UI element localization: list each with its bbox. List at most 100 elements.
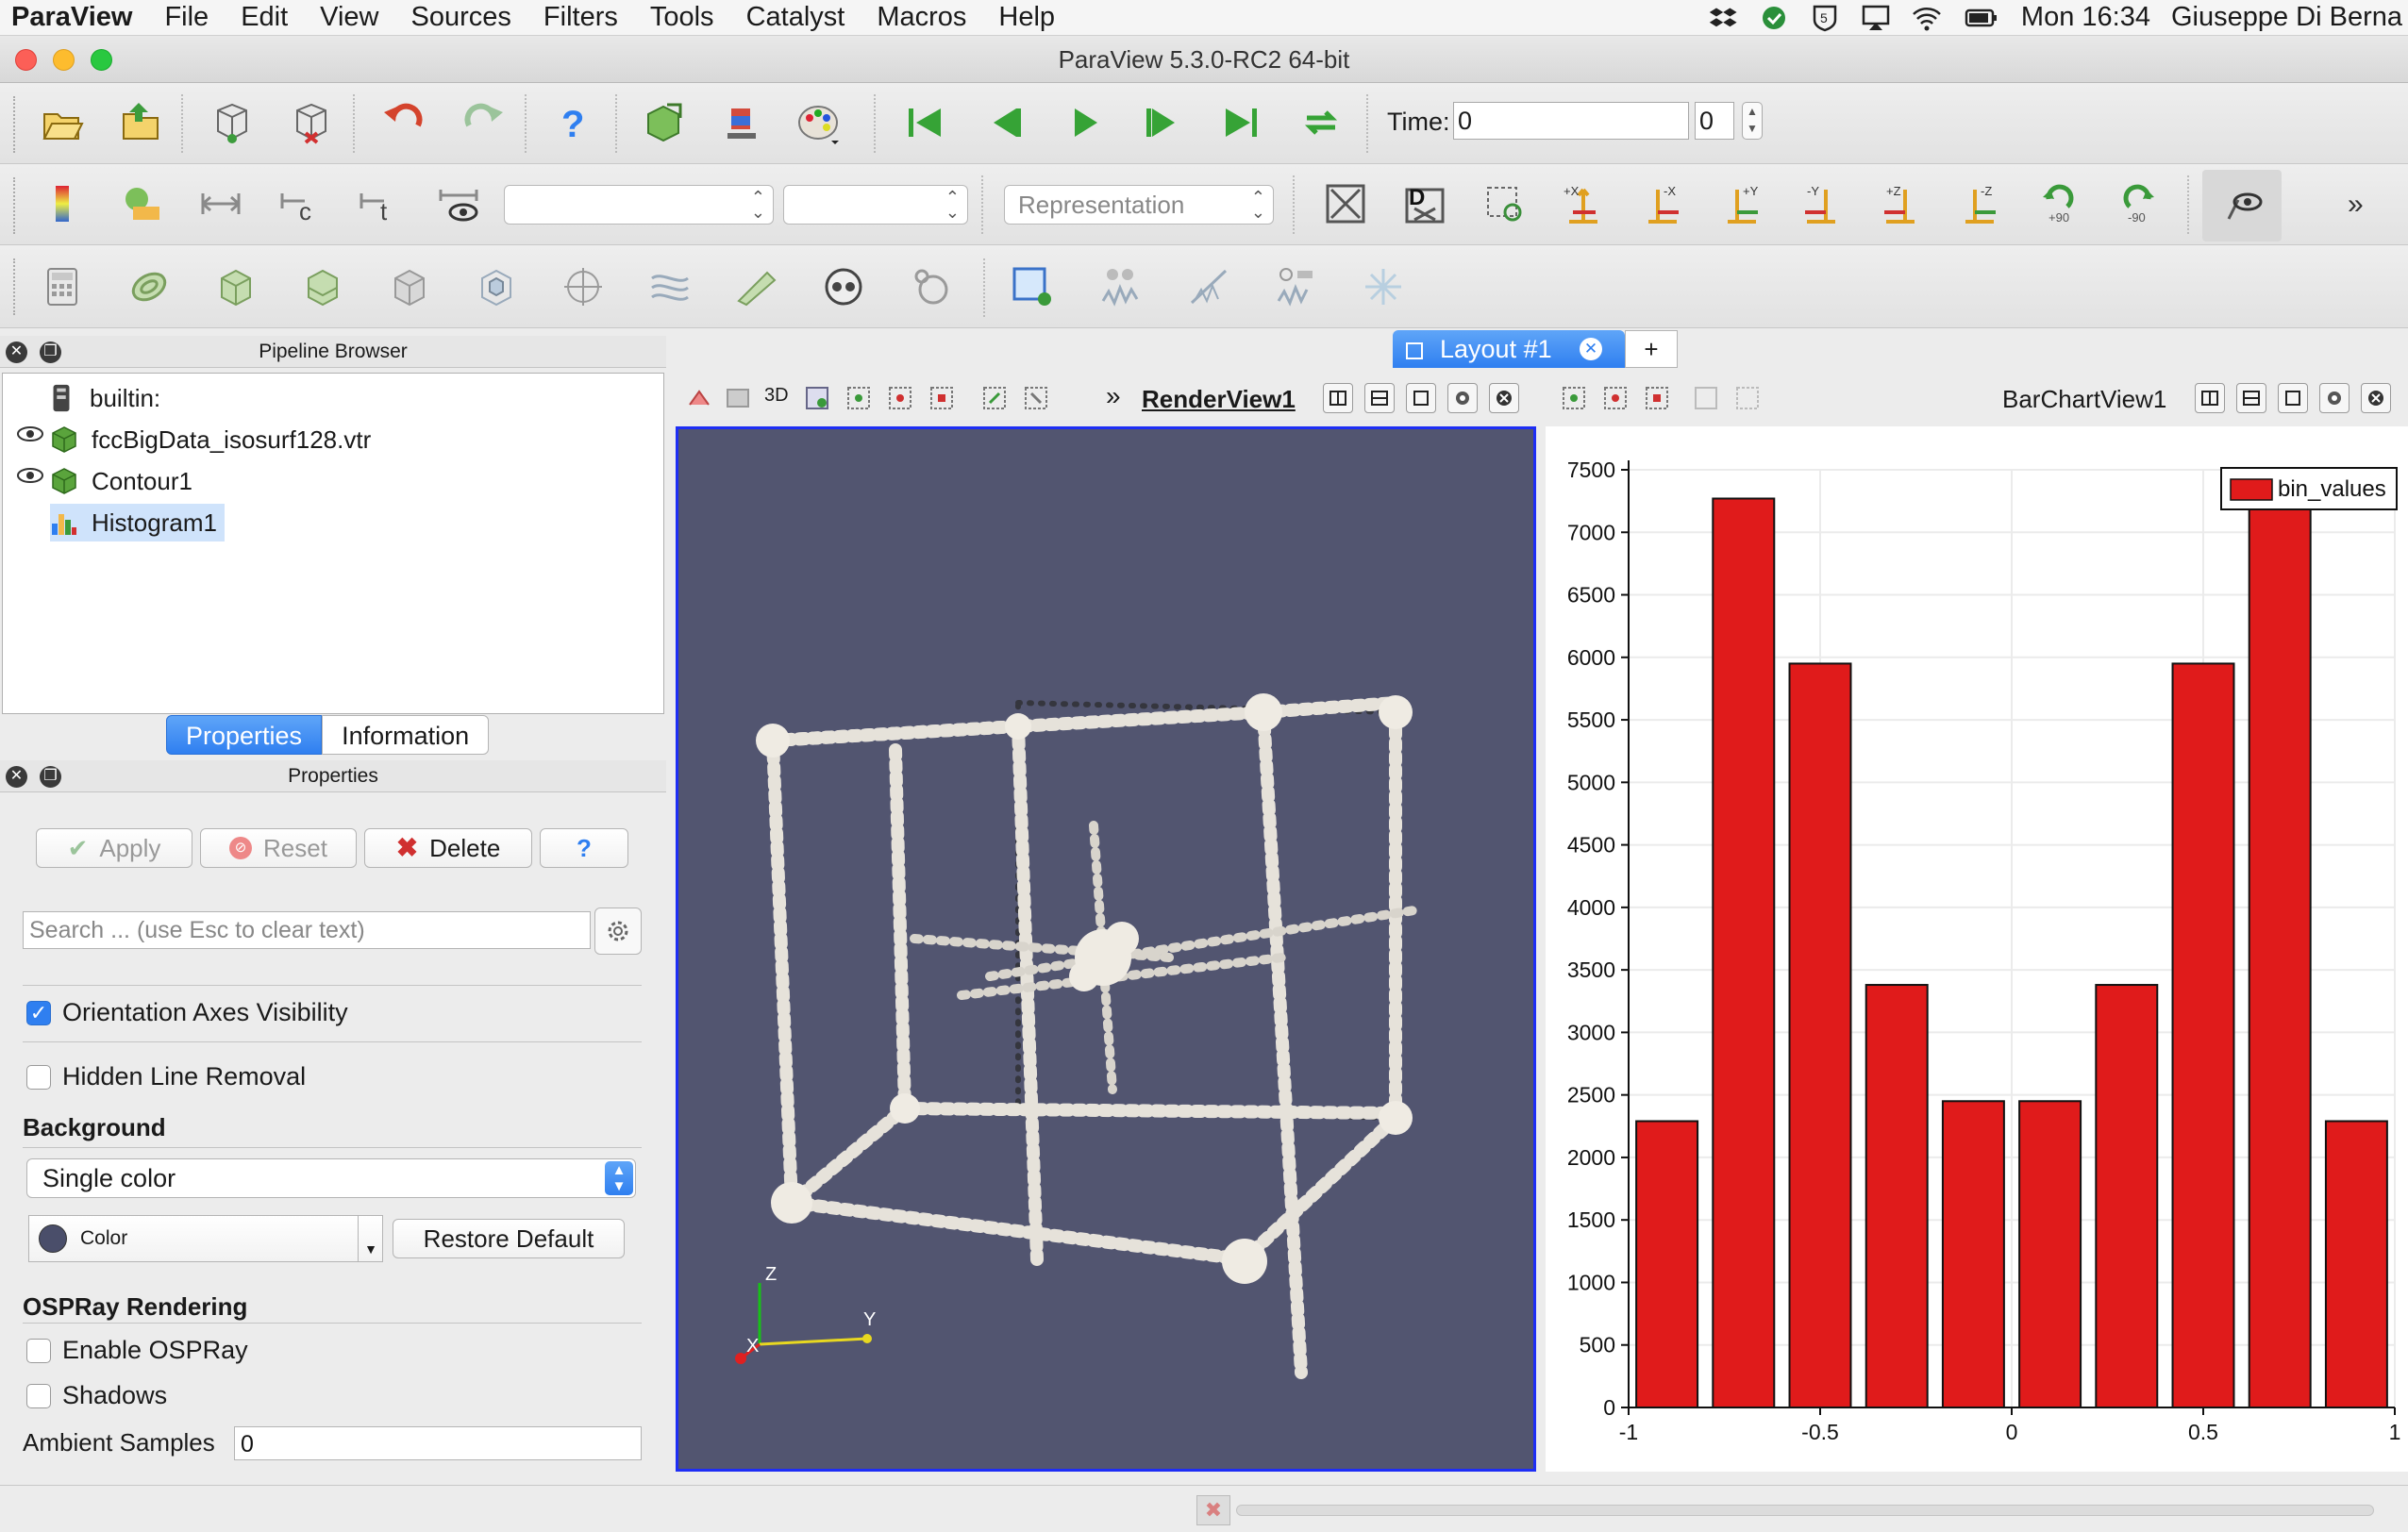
select-blocks-icon[interactable] bbox=[925, 381, 959, 415]
chart-select-icon[interactable] bbox=[1557, 381, 1591, 415]
bar-chart-view[interactable]: 0 500 1000 1500 2000 2500 3000 3500 4000 4500 5000… bbox=[1546, 426, 2408, 1472]
zoom-to-box-icon[interactable] bbox=[1478, 177, 1530, 230]
background-mode-select[interactable]: Single color ▲ ▼ bbox=[26, 1158, 636, 1198]
redo-icon[interactable] bbox=[457, 96, 510, 149]
rotate-minus-90-icon[interactable]: -90 bbox=[2112, 174, 2165, 226]
hidden-line-removal-checkbox[interactable]: Hidden Line Removal bbox=[26, 1062, 306, 1091]
rescale-range-icon[interactable] bbox=[194, 177, 247, 230]
next-frame-icon[interactable] bbox=[1136, 96, 1189, 149]
chart-select-blocks-icon[interactable] bbox=[1640, 381, 1674, 415]
component-select[interactable]: ⌃ ⌄ bbox=[783, 185, 968, 225]
close-panel-icon[interactable]: ✕ bbox=[6, 341, 27, 363]
group-datasets-icon[interactable] bbox=[817, 260, 870, 313]
color-palette-icon[interactable] bbox=[793, 96, 845, 149]
save-screenshot-icon[interactable] bbox=[715, 96, 768, 149]
view-plus-y-icon[interactable]: +Y bbox=[1715, 177, 1768, 230]
view-toolbar-overflow-icon[interactable]: » bbox=[1106, 381, 1121, 410]
first-frame-icon[interactable] bbox=[898, 96, 951, 149]
contour-filter-icon[interactable] bbox=[123, 260, 176, 313]
reset-camera-icon[interactable] bbox=[1319, 177, 1372, 230]
pipeline-item[interactable]: Contour1 bbox=[50, 462, 192, 500]
glyph-filter-icon[interactable] bbox=[557, 260, 610, 313]
interactive-select-icon[interactable] bbox=[978, 381, 1012, 415]
play-icon[interactable] bbox=[1057, 96, 1110, 149]
visibility-eye-icon[interactable] bbox=[16, 425, 44, 443]
edit-colormap-icon[interactable] bbox=[115, 177, 168, 230]
query-selection-icon[interactable] bbox=[1006, 260, 1059, 313]
warp-vector-icon[interactable] bbox=[730, 260, 783, 313]
background-color-button[interactable]: Color ▼ bbox=[28, 1215, 383, 1262]
center-axes-toggle[interactable] bbox=[2202, 170, 2282, 241]
reset-button[interactable]: ⊘ Reset bbox=[200, 828, 357, 868]
chart-clear-selection-icon[interactable] bbox=[1731, 381, 1764, 415]
camera-reset-icon[interactable] bbox=[800, 381, 834, 415]
disconnect-server-icon[interactable] bbox=[285, 96, 338, 149]
split-horizontal-icon[interactable] bbox=[2193, 381, 2227, 415]
tab-properties[interactable]: Properties bbox=[166, 715, 323, 755]
close-layout-icon[interactable]: ✕ bbox=[1580, 338, 1602, 360]
chevron-down-icon[interactable]: ▼ bbox=[358, 1215, 383, 1262]
pipeline-item-selected[interactable]: Histogram1 bbox=[50, 504, 225, 541]
cloud-sync-icon[interactable] bbox=[1759, 4, 1789, 32]
help-icon[interactable]: ? bbox=[547, 96, 600, 149]
undock-view-icon[interactable] bbox=[2317, 381, 2351, 415]
loop-icon[interactable] bbox=[1295, 96, 1347, 149]
shadows-checkbox[interactable]: Shadows bbox=[26, 1381, 167, 1410]
window-minimize-button[interactable] bbox=[53, 49, 75, 71]
time-index-stepper[interactable]: ▲ ▼ bbox=[1742, 102, 1763, 140]
enable-ospray-checkbox[interactable]: Enable OSPRay bbox=[26, 1336, 248, 1365]
float-panel-icon[interactable]: ❐ bbox=[40, 341, 61, 363]
visibility-eye-icon[interactable] bbox=[16, 466, 44, 485]
open-file-icon[interactable] bbox=[36, 96, 89, 149]
dropbox-icon[interactable] bbox=[1708, 4, 1738, 32]
user-name[interactable]: Giuseppe Di Berna bbox=[2170, 2, 2402, 32]
select-cells-icon[interactable] bbox=[842, 381, 876, 415]
clock[interactable]: Mon 16:34 bbox=[2020, 2, 2150, 32]
connect-server-icon[interactable] bbox=[206, 96, 259, 149]
float-panel-icon[interactable]: ❐ bbox=[40, 766, 61, 788]
maximize-view-icon[interactable] bbox=[1404, 381, 1438, 415]
restore-default-button[interactable]: Restore Default bbox=[393, 1219, 625, 1258]
camera-link-icon[interactable] bbox=[721, 381, 755, 415]
rescale-temporal-icon[interactable]: t bbox=[353, 177, 406, 230]
find-data-icon[interactable] bbox=[638, 96, 691, 149]
menu-help[interactable]: Help bbox=[998, 2, 1056, 32]
interaction-mode-icon[interactable] bbox=[683, 381, 717, 415]
pipeline-item[interactable]: fccBigData_isosurf128.vtr bbox=[50, 421, 371, 458]
view-plus-x-icon[interactable]: +X bbox=[1557, 177, 1610, 230]
advanced-settings-button[interactable] bbox=[594, 908, 642, 955]
app-menu[interactable]: ParaView bbox=[11, 2, 133, 32]
add-layout-tab[interactable]: + bbox=[1625, 330, 1678, 368]
close-view-icon[interactable] bbox=[2359, 381, 2393, 415]
stream-tracer-icon[interactable] bbox=[644, 260, 696, 313]
menu-sources[interactable]: Sources bbox=[410, 2, 511, 32]
tab-information[interactable]: Information bbox=[322, 715, 490, 755]
menu-catalyst[interactable]: Catalyst bbox=[745, 2, 845, 32]
clip-filter-icon[interactable] bbox=[209, 260, 262, 313]
chart-select-points-icon[interactable] bbox=[1598, 381, 1632, 415]
rescale-custom-icon[interactable]: c bbox=[274, 177, 326, 230]
layout-tab[interactable]: Layout #1 ✕ bbox=[1393, 330, 1625, 368]
apply-button[interactable]: ✔ Apply bbox=[36, 828, 192, 868]
menu-filters[interactable]: Filters bbox=[543, 2, 618, 32]
delete-button[interactable]: ✖ Delete bbox=[364, 828, 532, 868]
view-minus-y-icon[interactable]: -Y bbox=[1795, 177, 1848, 230]
menu-edit[interactable]: Edit bbox=[241, 2, 289, 32]
plot-over-line-icon[interactable] bbox=[1183, 260, 1236, 313]
toolbar-grip[interactable] bbox=[13, 258, 17, 315]
menu-file[interactable]: File bbox=[164, 2, 209, 32]
progress-abort-icon[interactable]: ✖ bbox=[1196, 1495, 1230, 1525]
menu-view[interactable]: View bbox=[320, 2, 379, 32]
chart-grow-selection-icon[interactable] bbox=[1689, 381, 1723, 415]
shield-icon[interactable]: 5 bbox=[1810, 4, 1840, 32]
toolbar-grip[interactable] bbox=[13, 96, 17, 153]
view-minus-x-icon[interactable]: -X bbox=[1636, 177, 1689, 230]
view-minus-z-icon[interactable]: -Z bbox=[1953, 177, 2006, 230]
toolbar-overflow-icon[interactable]: » bbox=[2348, 189, 2364, 220]
threshold-filter-icon[interactable] bbox=[383, 260, 436, 313]
plot-data-icon[interactable] bbox=[1270, 260, 1323, 313]
rotate-plus-90-icon[interactable]: +90 bbox=[2032, 174, 2085, 226]
previous-frame-icon[interactable] bbox=[978, 96, 1030, 149]
undock-view-icon[interactable] bbox=[1446, 381, 1480, 415]
calculator-icon[interactable] bbox=[36, 260, 89, 313]
